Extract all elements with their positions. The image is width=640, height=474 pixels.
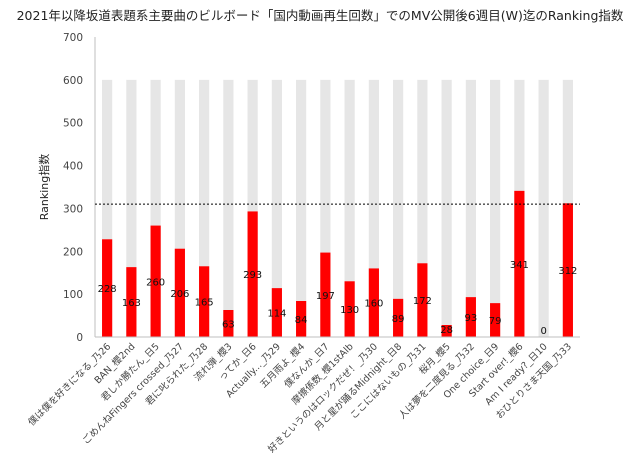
data-label: 93 xyxy=(465,313,478,324)
bar xyxy=(562,203,573,337)
y-tick-label: 0 xyxy=(76,332,83,344)
background-bar xyxy=(393,79,404,337)
y-tick-label: 600 xyxy=(63,75,83,87)
background-bar xyxy=(271,79,282,337)
background-bar xyxy=(296,79,307,337)
chart-title: 2021年以降坂道表題系主要曲のビルボード「国内動画再生回数」でのMV公開後6週… xyxy=(17,8,624,23)
y-tick-label: 400 xyxy=(63,161,83,173)
background-bar xyxy=(223,79,234,337)
data-label: 0 xyxy=(540,326,546,337)
background-bar xyxy=(247,79,258,337)
background-bar xyxy=(417,79,428,337)
data-label: 206 xyxy=(170,289,189,300)
bar xyxy=(174,248,185,337)
bar xyxy=(320,252,331,337)
data-label: 341 xyxy=(510,260,529,271)
bar xyxy=(490,303,501,337)
background-bar xyxy=(538,79,549,337)
data-label: 165 xyxy=(195,298,214,309)
bar xyxy=(150,225,161,337)
bars: 228 163 260 206 165 63 293 114 84 197 130 160 89 172 2… xyxy=(98,190,577,337)
data-label: 163 xyxy=(122,298,141,309)
bar xyxy=(393,298,404,337)
bar xyxy=(344,281,355,337)
data-label: 197 xyxy=(316,291,335,302)
bar xyxy=(199,266,210,337)
data-label: 79 xyxy=(489,316,502,327)
x-axis: 僕は僕を好きになる_乃26BAN_櫻2nd君しか勝たん_日5ごめんねFinger… xyxy=(26,336,580,455)
y-axis-label: Ranking指数 xyxy=(37,154,51,221)
data-label: 130 xyxy=(340,305,359,316)
data-label: 63 xyxy=(222,320,235,331)
data-label: 312 xyxy=(558,266,577,277)
background-bar xyxy=(490,79,501,337)
data-label: 28 xyxy=(440,325,453,336)
data-label: 172 xyxy=(413,296,432,307)
bar xyxy=(102,239,113,337)
background-bar xyxy=(102,79,113,337)
bar xyxy=(247,211,258,337)
background-bar xyxy=(465,79,476,337)
bar xyxy=(271,288,282,337)
data-label: 84 xyxy=(295,315,308,326)
y-tick-label: 700 xyxy=(63,32,83,44)
background-bars xyxy=(102,79,573,337)
background-bar xyxy=(320,79,331,337)
bar xyxy=(296,301,307,337)
data-label: 160 xyxy=(364,299,383,310)
y-tick-label: 300 xyxy=(63,203,83,215)
y-axis: 0 100 200 300 400 500 600 700 xyxy=(63,32,96,344)
bar xyxy=(223,310,234,337)
background-bar xyxy=(368,79,379,337)
data-label: 89 xyxy=(392,314,405,325)
background-bar xyxy=(199,79,210,337)
y-tick-label: 200 xyxy=(63,246,83,258)
data-label: 293 xyxy=(243,270,262,281)
bar xyxy=(417,263,428,337)
y-tick-label: 100 xyxy=(63,289,83,301)
background-bar xyxy=(344,79,355,337)
background-bar xyxy=(126,79,137,337)
background-bar xyxy=(150,79,161,337)
bar xyxy=(368,268,379,337)
background-bar xyxy=(174,79,185,337)
data-label: 260 xyxy=(146,277,165,288)
bar xyxy=(465,297,476,337)
y-tick-label: 500 xyxy=(63,118,83,130)
bar xyxy=(441,325,452,337)
bar xyxy=(514,190,525,337)
bar xyxy=(126,267,137,337)
data-label: 114 xyxy=(267,309,286,320)
data-label: 228 xyxy=(98,284,117,295)
background-bar xyxy=(441,79,452,337)
